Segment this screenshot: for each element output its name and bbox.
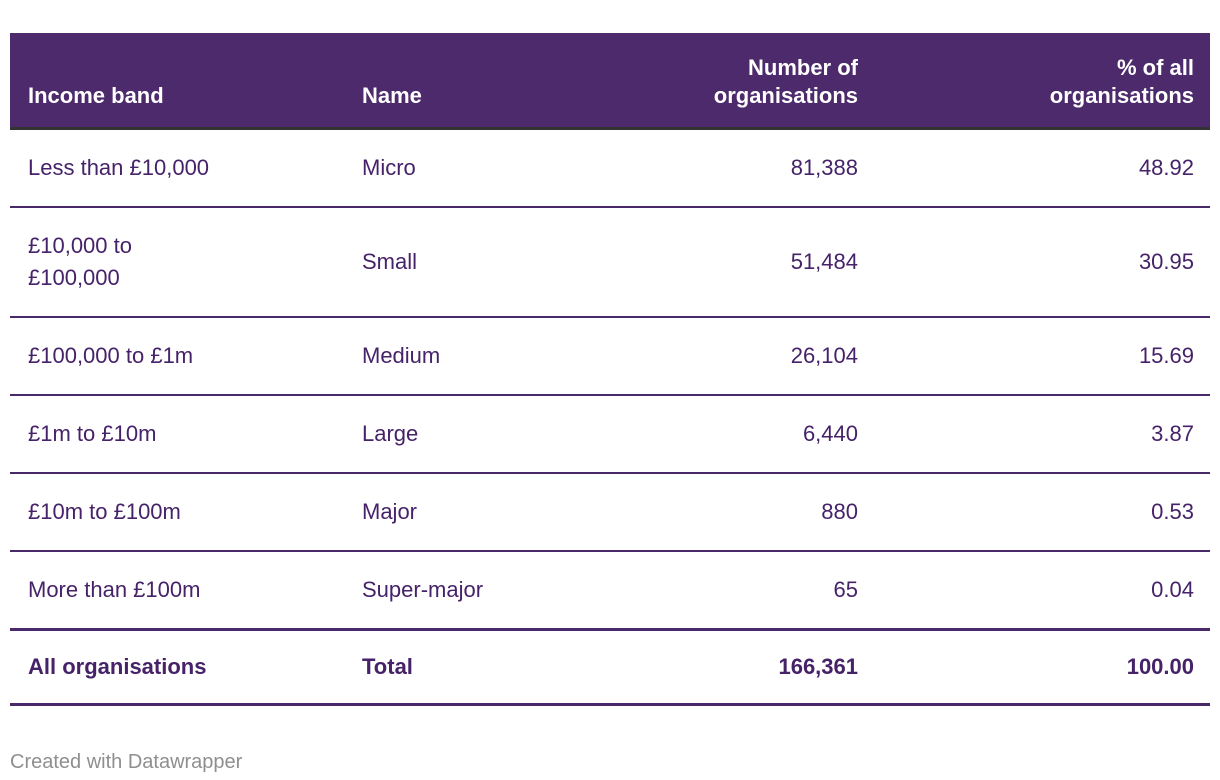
cell-count: 51,484 [584,207,874,318]
cell-count: 65 [584,551,874,631]
cell-count: 26,104 [584,317,874,396]
income-band-table: Income band Name Number of organisations… [10,33,1210,706]
cell-name: Large [346,395,584,474]
header-row: Income band Name Number of organisations… [10,33,1210,130]
table-row: £100,000 to £1m Medium 26,104 15.69 [10,317,1210,396]
cell-percent: 48.92 [874,128,1210,208]
cell-name: Medium [346,317,584,396]
column-header-percent-of-all-organisations: % of all organisations [874,33,1210,130]
datawrapper-attribution-link[interactable]: Created with Datawrapper [10,751,243,773]
cell-count: 880 [584,473,874,552]
cell-percent: 0.53 [874,473,1210,552]
cell-name: Micro [346,128,584,208]
cell-count: 81,388 [584,128,874,208]
cell-name: Major [346,473,584,552]
total-cell-count: 166,361 [584,628,874,706]
attribution-footer: Created with Datawrapper [10,751,1210,774]
cell-percent: 15.69 [874,317,1210,396]
total-cell-name: Total [346,628,584,706]
cell-name: Small [346,207,584,318]
cell-income-band: £100,000 to £1m [10,317,346,396]
cell-percent: 30.95 [874,207,1210,318]
table-row: More than £100m Super-major 65 0.04 [10,551,1210,631]
table-row: £10m to £100m Major 880 0.53 [10,473,1210,552]
column-header-number-of-organisations: Number of organisations [584,33,874,130]
cell-percent: 3.87 [874,395,1210,474]
cell-income-band: £10,000 to £100,000 [10,207,346,318]
column-header-name: Name [346,33,584,130]
cell-income-band: Less than £10,000 [10,128,346,208]
table-row: £10,000 to £100,000 Small 51,484 30.95 [10,207,1210,318]
table-row: Less than £10,000 Micro 81,388 48.92 [10,128,1210,208]
cell-name: Super-major [346,551,584,631]
cell-income-band: £1m to £10m [10,395,346,474]
column-header-income-band: Income band [10,33,346,130]
total-cell-percent: 100.00 [874,628,1210,706]
total-cell-income-band: All organisations [10,628,346,706]
cell-percent: 0.04 [874,551,1210,631]
cell-count: 6,440 [584,395,874,474]
table-row: £1m to £10m Large 6,440 3.87 [10,395,1210,474]
cell-income-band: £10m to £100m [10,473,346,552]
total-row: All organisations Total 166,361 100.00 [10,628,1210,706]
cell-income-band: More than £100m [10,551,346,631]
